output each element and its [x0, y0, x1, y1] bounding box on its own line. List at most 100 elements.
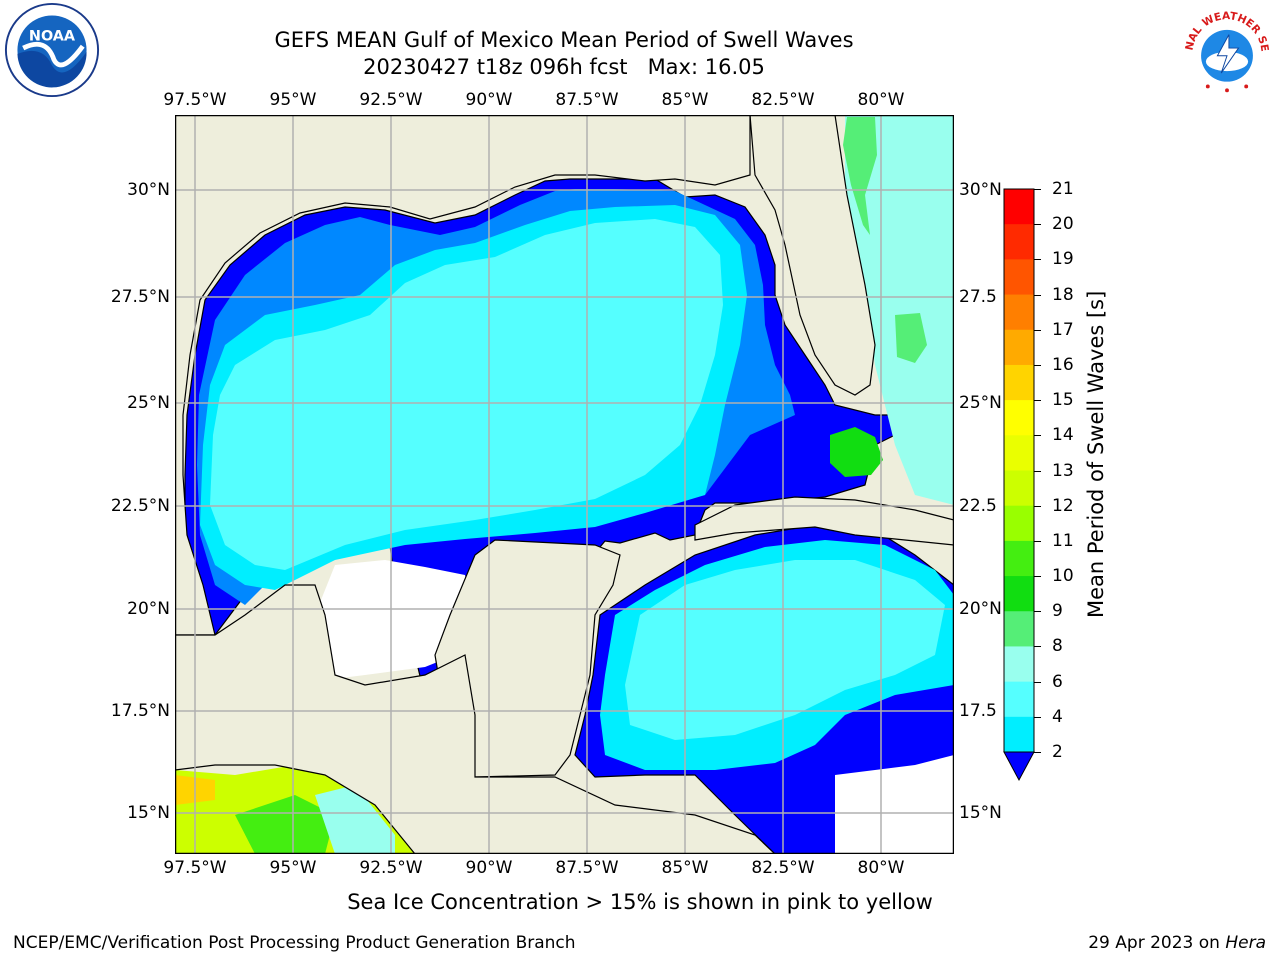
lon-label-bottom: 82.5°W: [751, 858, 815, 878]
lat-label-right: 22.5: [959, 496, 997, 516]
colorbar-tick-label: 4: [1052, 706, 1063, 727]
colorbar-tick-label: 10: [1052, 566, 1074, 587]
land-cuba: [694, 496, 954, 546]
lon-label-top: 80°W: [857, 90, 905, 110]
colorbar-segment: [1004, 294, 1034, 331]
colorbar-tick-label: 2: [1052, 742, 1063, 762]
producer-credit: NCEP/EMC/Verification Post Processing Pr…: [13, 933, 576, 953]
lon-label-top: 85°W: [661, 90, 709, 110]
no-data-caribbean: [835, 755, 954, 854]
lat-label-right: 30°N: [959, 180, 1002, 200]
sea-ice-footnote-text: Sea Ice Concentration > 15% is shown in …: [347, 890, 933, 914]
colorbar-tick-label: 17: [1052, 319, 1074, 340]
colorbar-segment: [1004, 716, 1034, 753]
lat-label-left: 20°N: [127, 599, 170, 619]
colorbar-tick-label: 11: [1052, 530, 1074, 551]
lon-label-bottom: 85°W: [661, 858, 709, 878]
run-info: 29 Apr 2023 on Hera: [1088, 933, 1266, 953]
colorbar-tick-label: 9: [1052, 601, 1063, 622]
sea-ice-footnote: Sea Ice Concentration > 15% is shown in …: [0, 890, 1280, 914]
colorbar-segment: [1004, 189, 1034, 225]
bahamas-period-10: [830, 427, 883, 477]
colorbar-tick-mark: [1034, 329, 1041, 331]
colorbar-segment: [1004, 646, 1034, 683]
colorbar-tick-mark: [1034, 189, 1041, 190]
lon-label-bottom: 90°W: [465, 858, 513, 878]
ocean-period-8: [210, 219, 723, 570]
colorbar-segment: [1004, 470, 1034, 507]
colorbar-tick-mark: [1034, 505, 1041, 507]
graticule: [175, 115, 954, 854]
colorbar-segment: [1004, 435, 1034, 471]
lon-label-bottom: 92.5°W: [359, 858, 423, 878]
colorbar-tick-mark: [1034, 716, 1041, 718]
colorbar-segment: [1004, 329, 1034, 366]
pacific-period-11: [235, 795, 335, 854]
colorbar-tick-label: 21: [1052, 179, 1074, 199]
noaa-logo: NOAA: [4, 2, 100, 98]
lat-label-left: 17.5°N: [110, 701, 170, 721]
colorbar-tick-label: 14: [1052, 425, 1074, 446]
caribbean-period-8: [625, 560, 945, 740]
land-florida: [749, 115, 876, 396]
lat-label-left: 22.5°N: [110, 496, 170, 516]
colorbar-tick-label: 8: [1052, 636, 1063, 657]
lon-label-top: 87.5°W: [555, 90, 619, 110]
land-north-coast: [175, 115, 751, 636]
colorbar-segment: [1004, 259, 1034, 296]
colorbar-tick-mark: [1034, 576, 1041, 578]
colorbar-tick-mark: [1034, 681, 1041, 683]
swell-period-map: [175, 115, 954, 854]
lon-label-top: 82.5°W: [751, 90, 815, 110]
colorbar-tick-label: 18: [1052, 284, 1074, 305]
lat-label-left: 30°N: [127, 180, 170, 200]
colorbar-tick-mark: [1034, 540, 1041, 542]
lon-label-top: 92.5°W: [359, 90, 423, 110]
atlantic-ocean: [845, 115, 954, 505]
colorbar-segment: [1004, 576, 1034, 612]
lat-label-left: 25°N: [127, 393, 170, 413]
colorbar-segment: [1004, 364, 1034, 401]
colorbar-tick-label: 13: [1052, 460, 1074, 481]
lon-label-bottom: 97.5°W: [163, 858, 227, 878]
colorbar-segment: [1004, 681, 1034, 718]
no-data-campeche: [305, 560, 475, 680]
lat-label-right: 17.5: [959, 701, 997, 721]
lon-label-top: 95°W: [269, 90, 317, 110]
colorbar-label: Mean Period of Swell Waves [s]: [1084, 290, 1108, 618]
colorbar-tick-mark: [1034, 400, 1041, 402]
colorbar-tick-mark: [1034, 224, 1041, 226]
colorbar-tick-mark: [1034, 646, 1041, 648]
map-frame: [175, 115, 954, 854]
run-date: 29 Apr 2023 on: [1088, 933, 1220, 953]
lat-label-right: 25°N: [959, 393, 1002, 413]
lat-label-right: 15°N: [959, 803, 1002, 823]
colorbar-tick-label: 15: [1052, 390, 1074, 411]
pacific-period-9: [315, 785, 395, 854]
map-subtitle: 20230427 t18z 096h fcst Max: 16.05: [363, 55, 765, 79]
lon-label-bottom: 95°W: [269, 858, 317, 878]
colorbar-segment: [1004, 224, 1034, 260]
colorbar-segment: [1004, 611, 1034, 647]
run-host: Hera: [1225, 933, 1266, 953]
colorbar-tick-mark: [1034, 752, 1041, 753]
lon-label-top: 90°W: [465, 90, 513, 110]
colorbar-tick-mark: [1034, 294, 1041, 296]
colorbar-segment: [1004, 400, 1034, 436]
lon-label-bottom: 80°W: [857, 858, 905, 878]
colorbar-tick-mark: [1034, 259, 1041, 261]
colorbar-tick-label: 16: [1052, 354, 1074, 375]
lon-label-top: 97.5°W: [163, 90, 227, 110]
colorbar-tick-mark: [1034, 611, 1041, 613]
colorbar-extend-arrow: [1003, 751, 1035, 782]
colorbar: [1003, 188, 1035, 782]
atlantic-period-9: [843, 117, 877, 235]
colorbar-tick-label: 19: [1052, 249, 1074, 270]
nws-logo: NATIONAL WEATHER SERVICE: [1179, 2, 1274, 97]
colorbar-tick-label: 20: [1052, 214, 1074, 235]
svg-text:NOAA: NOAA: [29, 28, 76, 44]
colorbar-tick-mark: [1034, 470, 1041, 472]
map-title: GEFS MEAN Gulf of Mexico Mean Period of …: [274, 28, 854, 52]
lat-label-right: 27.5: [959, 287, 997, 307]
lat-label-left: 15°N: [127, 803, 170, 823]
